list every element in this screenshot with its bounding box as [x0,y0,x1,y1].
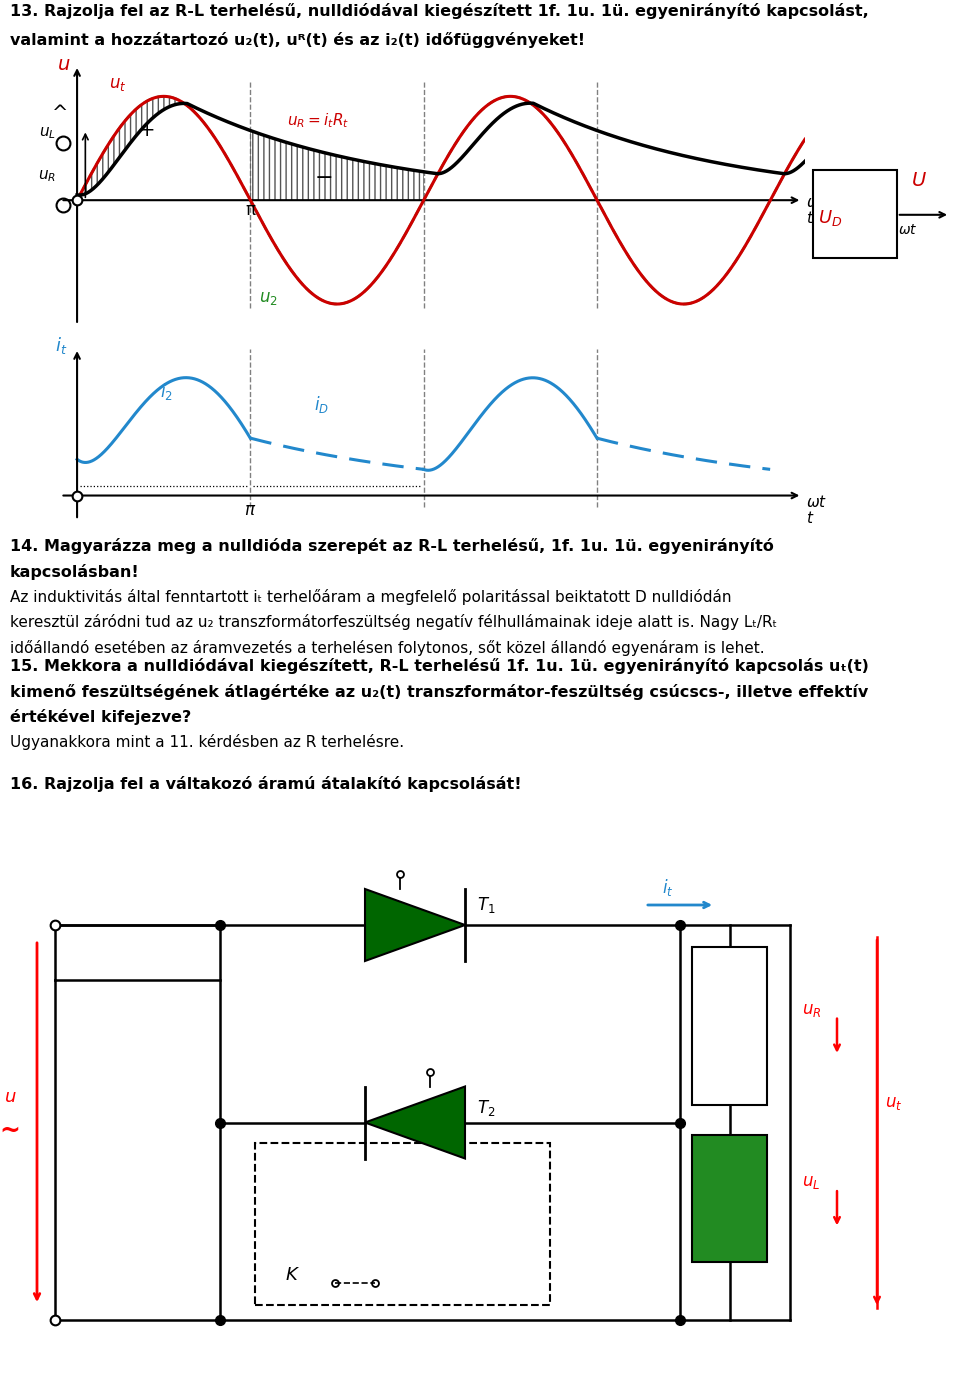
Text: értékével kifejezve?: értékével kifejezve? [10,710,191,725]
Text: $u_t$: $u_t$ [109,76,127,94]
Text: $u$: $u$ [4,1089,16,1107]
Text: keresztül záródni tud az u₂ transzformátorfeszültség negatív félhullámainak idej: keresztül záródni tud az u₂ transzformát… [10,615,777,630]
Text: $u$: $u$ [57,55,70,74]
Text: $U_D$: $U_D$ [818,208,843,228]
Text: $L_t$: $L_t$ [721,1188,737,1209]
Text: $u_R$: $u_R$ [802,1001,822,1019]
Text: $-$: $-$ [314,165,332,186]
Text: $u_R = i_t R_t$: $u_R = i_t R_t$ [287,111,348,131]
Text: kapcsolásban!: kapcsolásban! [10,564,139,580]
Text: Ugyanakkora mint a 11. kérdésben az R terhelésre.: Ugyanakkora mint a 11. kérdésben az R te… [10,734,404,751]
Text: ~: ~ [0,1118,20,1143]
Text: $i_t$: $i_t$ [56,336,68,356]
Text: $R_t$: $R_t$ [720,1016,739,1035]
Text: 15. Mekkora a nulldiódával kiegészített, R-L terhelésű 1f. 1u. 1ü. egyenirányító: 15. Mekkora a nulldiódával kiegészített,… [10,659,869,675]
Text: $T_2$: $T_2$ [477,1097,495,1118]
Bar [692,1134,767,1262]
Polygon shape [365,1086,465,1159]
Text: 14. Magyarázza meg a nulldióda szerepét az R-L terhelésű, 1f. 1u. 1ü. egyenirány: 14. Magyarázza meg a nulldióda szerepét … [10,539,774,554]
Text: $\omega t$: $\omega t$ [806,194,828,210]
Text: Az induktivitás által fenntartott iₜ terhelőáram a megfelelő polaritással beikta: Az induktivitás által fenntartott iₜ ter… [10,588,732,605]
Text: $\pi$: $\pi$ [244,500,256,520]
Text: időállandó esetében az áramvezetés a terhelésen folytonos, sőt közel állandó egy: időállandó esetében az áramvezetés a ter… [10,639,764,656]
Text: $t$: $t$ [806,210,814,226]
Text: $u_t$: $u_t$ [885,1094,902,1112]
Text: $u_R$: $u_R$ [38,168,56,184]
Text: $u_L$: $u_L$ [802,1173,820,1191]
Bar [692,947,767,1104]
Text: $U$: $U$ [911,170,926,190]
Text: π: π [246,201,255,219]
Text: $i_D$: $i_D$ [314,395,329,415]
Text: valamint a hozzátartozó u₂(t), uᴿ(t) és az i₂(t) időfüggvényeket!: valamint a hozzátartozó u₂(t), uᴿ(t) és … [10,32,585,48]
Text: $u_L$: $u_L$ [39,125,56,140]
Polygon shape [365,890,465,961]
Text: $i_2$: $i_2$ [159,381,173,403]
Text: ^: ^ [53,104,69,124]
Bar [255,1143,550,1305]
Text: $K$: $K$ [285,1266,300,1284]
Bar [813,170,897,258]
Text: $T_1$: $T_1$ [477,895,495,914]
Text: $i_t$: $i_t$ [662,877,674,898]
Text: $\omega t$: $\omega t$ [899,223,918,236]
Text: kimenő feszültségének átlagértéke az u₂(t) transzformátor-feszültség csúcscs-, i: kimenő feszültségének átlagértéke az u₂(… [10,683,868,700]
Text: 16. Rajzolja fel a váltakozó áramú átalakító kapcsolását!: 16. Rajzolja fel a váltakozó áramú átala… [10,777,521,792]
Text: $\omega t$: $\omega t$ [806,494,828,510]
Text: 13. Rajzolja fel az R-L terhelésű, nulldiódával kiegészített 1f. 1u. 1ü. egyenir: 13. Rajzolja fel az R-L terhelésű, nulld… [10,3,869,19]
Text: $u_2$: $u_2$ [259,289,277,307]
Text: $t$: $t$ [806,510,814,527]
Text: $+$: $+$ [137,121,155,140]
